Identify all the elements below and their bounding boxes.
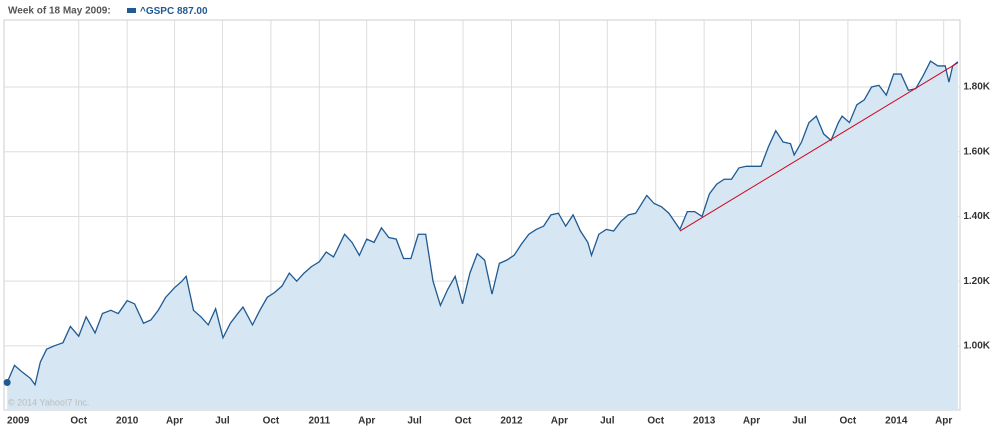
x-tick-label: Oct [840,416,857,427]
legend-entry: ^GSPC 887.00 [140,6,208,17]
x-tick-label: Apr [551,416,568,427]
x-tick-label: Oct [647,416,664,427]
x-tick-label: 2011 [308,416,330,427]
marks [3,60,959,411]
x-tick-label: 2014 [885,416,908,427]
y-tick-label: 1.40K [963,211,990,222]
y-tick-label: 1.00K [963,341,990,352]
x-tick-label: Apr [935,416,952,427]
x-tick-label: Jul [215,416,230,427]
x-tick-label: Oct [70,416,87,427]
point-marker [3,378,11,386]
x-tick-label: Oct [263,416,280,427]
line [6,60,959,387]
x-tick-label: 2012 [500,416,523,427]
legend-swatch [127,8,136,13]
x-tick-label: 2010 [116,416,139,427]
y-tick-label: 1.20K [963,276,990,287]
trend-line [679,62,959,232]
x-tick-label: Apr [743,416,760,427]
x-tick-label: Oct [455,416,472,427]
area [7,61,958,411]
header-label: Week of 18 May 2009: [8,6,111,17]
x-tick-label: 2013 [693,416,716,427]
credit: © 2014 Yahoo!7 Inc. [8,397,89,407]
y-tick-label: 1.80K [963,82,990,93]
legend-name: ^GSPC [140,6,174,17]
y-tick-label: 1.60K [963,146,990,157]
x-tick-label: Jul [792,416,807,427]
x-tick-label: Apr [166,416,183,427]
x-tick-label: Apr [358,416,375,427]
legend-value: 887.00 [177,6,208,17]
x-tick-label: 2009 [7,416,30,427]
x-tick-label: Jul [407,416,422,427]
x-tick-label: Jul [600,416,615,427]
